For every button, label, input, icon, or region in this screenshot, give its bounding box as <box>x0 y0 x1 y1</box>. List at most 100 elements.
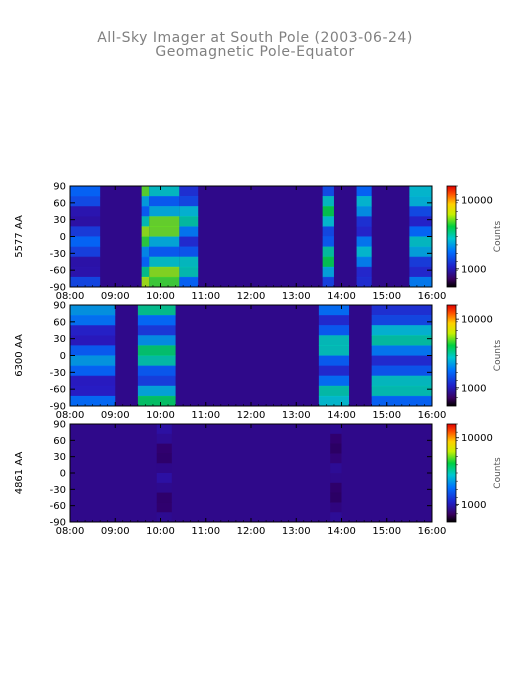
heatmap-cell <box>156 424 172 435</box>
heatmap-cell <box>70 385 116 397</box>
heatmap-cell <box>156 502 172 513</box>
heatmap-cell <box>70 236 101 248</box>
heatmap-cell <box>318 365 350 377</box>
heatmap-cell <box>137 335 176 346</box>
x-tick-label: 11:00 <box>191 291 220 302</box>
heatmap-cell <box>156 443 172 454</box>
heatmap-cell <box>149 226 180 237</box>
heatmap-cell <box>70 216 101 227</box>
heatmap-cell <box>330 433 342 445</box>
heatmap-cell <box>149 276 180 288</box>
heatmap-cell <box>156 473 172 484</box>
x-tick-label: 14:00 <box>327 526 356 537</box>
panels: 08:00 09:00 10:00 11:00 12:00 13:00 14:00 15:00… <box>14 182 503 538</box>
heatmap-cell <box>149 196 180 207</box>
colorbar-label: Counts <box>493 220 503 252</box>
heatmap-cell <box>149 236 180 248</box>
heatmap-cell <box>137 345 176 356</box>
heatmap-cell <box>409 256 432 268</box>
heatmap-cell <box>371 305 432 316</box>
heatmap-cell <box>70 375 116 387</box>
heatmap-cell <box>149 256 180 268</box>
x-tick-label: 12:00 <box>237 526 266 537</box>
heatmap-cell <box>322 196 334 207</box>
heatmap-cell <box>409 246 432 258</box>
heatmap-cell <box>371 325 432 336</box>
heatmap-cell <box>70 325 116 336</box>
heatmap-cell <box>141 266 150 278</box>
x-tick-label: 16:00 <box>418 526 447 537</box>
heatmap-cell <box>356 276 372 288</box>
heatmap-cell <box>371 315 432 326</box>
x-tick-label: 08:00 <box>56 410 85 421</box>
heatmap-cell <box>141 206 150 217</box>
x-tick-label: 12:00 <box>237 410 266 421</box>
heatmap-cell <box>141 226 150 237</box>
heatmap-cell <box>330 473 342 484</box>
heatmap-cell <box>322 186 334 197</box>
panel-3: 08:00 09:00 10:00 11:00 12:00 13:00 14:00 15:00… <box>14 420 503 538</box>
x-tick-label: 15:00 <box>372 526 401 537</box>
y-tick-label: -30 <box>50 485 66 496</box>
heatmap-cell <box>70 315 116 326</box>
x-tick-label: 11:00 <box>191 526 220 537</box>
colorbar-label: Counts <box>493 457 503 489</box>
heatmap-band-3 <box>318 305 350 407</box>
heatmap-cell <box>141 276 150 288</box>
heatmap-cell <box>179 256 199 268</box>
heatmap-cell <box>356 246 372 258</box>
heatmap-cell <box>137 365 176 377</box>
heatmap-cell <box>137 355 176 367</box>
heatmap-cell <box>149 216 180 227</box>
heatmap-cell <box>179 206 199 217</box>
heatmap-band-3 <box>149 186 180 288</box>
x-tick-label: 13:00 <box>282 526 311 537</box>
x-tick-label: 10:00 <box>146 410 175 421</box>
y-tick-label: 30 <box>53 334 66 345</box>
colorbar-tick-label: 1000 <box>461 500 486 511</box>
heatmap-cell <box>141 186 150 197</box>
heatmap-cell <box>141 196 150 207</box>
heatmap-cell <box>322 216 334 227</box>
heatmap-cell <box>70 206 101 217</box>
heatmap-band-1 <box>156 424 172 523</box>
heatmap-cell <box>141 246 150 258</box>
y-tick-label: 30 <box>53 452 66 463</box>
heatmap-cell <box>70 335 116 346</box>
x-tick-label: 08:00 <box>56 291 85 302</box>
panel-label: 4861 AA <box>14 452 25 495</box>
heatmap-cell <box>318 395 350 407</box>
heatmap-cell <box>70 395 116 407</box>
x-tick-label: 09:00 <box>101 526 130 537</box>
heatmap-cell <box>70 345 116 356</box>
heatmap-band-1 <box>70 186 101 288</box>
heatmap-cell <box>141 256 150 268</box>
y-tick-label: 30 <box>53 215 66 226</box>
x-tick-label: 14:00 <box>327 410 356 421</box>
heatmap-cell <box>70 305 116 316</box>
heatmap-cell <box>330 502 342 513</box>
heatmap-band-2 <box>330 424 342 523</box>
heatmap-cell <box>371 365 432 377</box>
heatmap-cell <box>409 226 432 237</box>
heatmap-cell <box>318 385 350 397</box>
heatmap-cell <box>409 236 432 248</box>
y-tick-label: 90 <box>53 182 66 193</box>
heatmap-cell <box>156 482 172 494</box>
heatmap-cell <box>70 276 101 288</box>
heatmap-cell <box>179 236 199 248</box>
heatmap-band-7 <box>409 186 432 288</box>
heatmap-cell <box>137 325 176 336</box>
heatmap-cell <box>156 512 172 523</box>
x-tick-label: 08:00 <box>56 526 85 537</box>
panel-1: 08:00 09:00 10:00 11:00 12:00 13:00 14:00 15:00… <box>14 182 503 303</box>
heatmap-cell <box>409 186 432 197</box>
heatmap-cell <box>356 196 372 207</box>
y-tick-label: 60 <box>53 198 66 209</box>
y-tick-label: -30 <box>50 368 66 379</box>
heatmap-cell <box>149 186 180 197</box>
heatmap-cell <box>137 395 176 407</box>
heatmap-cell <box>318 315 350 326</box>
heatmap-band-2 <box>137 305 176 407</box>
x-tick-label: 13:00 <box>282 410 311 421</box>
